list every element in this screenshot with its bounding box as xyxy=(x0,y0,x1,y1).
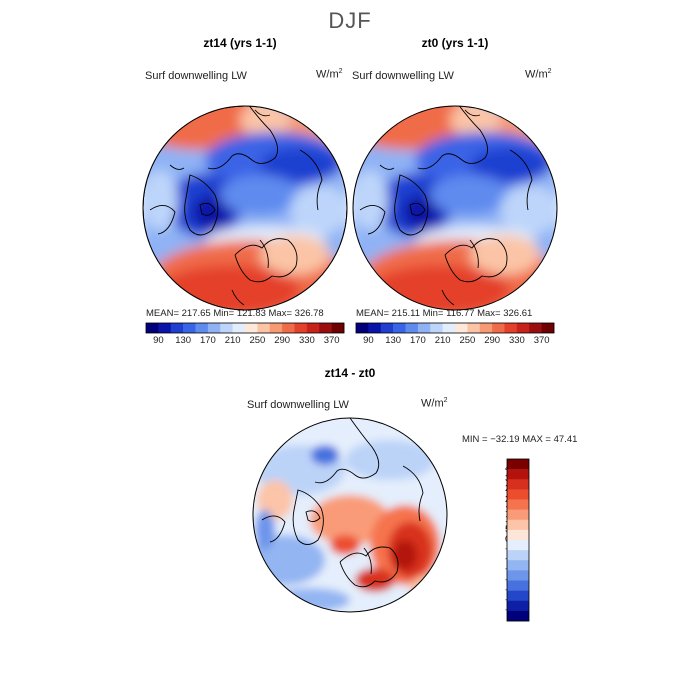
colorbar-swatch xyxy=(183,323,196,333)
diff-colorbar xyxy=(506,458,530,622)
panel-2-map xyxy=(353,106,557,310)
colorbar-swatch xyxy=(368,323,382,333)
diff-colorbar-swatch xyxy=(507,469,529,480)
colorbar-swatch xyxy=(356,323,369,333)
colorbar-swatch xyxy=(467,323,481,333)
colorbar-swatch xyxy=(541,323,555,333)
colorbar-swatch xyxy=(455,323,468,333)
panel-2-map-outline xyxy=(352,105,558,311)
colorbar-swatch xyxy=(393,323,406,333)
diff-colorbar-swatch xyxy=(507,560,529,571)
diff-colorbar-swatch xyxy=(507,479,529,490)
colorbar-swatch xyxy=(269,323,283,333)
colorbar-swatch xyxy=(319,323,332,333)
colorbar-swatch xyxy=(529,323,542,333)
diff-colorbar-swatch xyxy=(507,580,529,591)
colorbar-swatch xyxy=(516,323,530,333)
colorbar-swatch xyxy=(158,323,172,333)
panel-1-map xyxy=(143,106,347,310)
panel-1-title: zt14 (yrs 1-1) xyxy=(203,36,277,50)
diff-panel-title: zt14 - zt0 xyxy=(324,366,376,380)
diff-panel-units: W/m2 xyxy=(421,397,448,410)
colorbar-tick-label: 210 xyxy=(224,335,241,346)
diff-colorbar-swatch xyxy=(507,459,529,470)
colorbar-2 xyxy=(355,322,555,334)
colorbar-swatch xyxy=(294,323,308,333)
diff-colorbar-swatch xyxy=(507,489,529,500)
colorbar-swatch xyxy=(257,323,271,333)
colorbar-tick-label: 210 xyxy=(434,335,451,346)
colorbar-swatch xyxy=(306,323,320,333)
colorbar-tick-label: 330 xyxy=(298,335,315,346)
colorbar-swatch xyxy=(232,323,246,333)
colorbar-swatch xyxy=(195,323,209,333)
diff-map xyxy=(253,418,447,612)
colorbar-tick-label: 130 xyxy=(175,335,192,346)
colorbar-tick-label: 250 xyxy=(459,335,476,346)
colorbar-swatch xyxy=(170,323,184,333)
colorbar-swatch xyxy=(331,323,345,333)
colorbar-swatch xyxy=(207,323,221,333)
colorbar-swatch xyxy=(405,323,419,333)
diff-colorbar-swatch xyxy=(507,509,529,521)
colorbar-tick-label: 170 xyxy=(409,335,426,346)
colorbar-swatch xyxy=(245,323,258,333)
colorbar-swatch xyxy=(220,323,233,333)
panel-2-stats: MEAN= 215.11 Min= 116.77 Max= 326.61 xyxy=(356,308,533,319)
colorbar-swatch xyxy=(380,323,394,333)
panel-1-units: W/m2 xyxy=(316,68,343,81)
diff-colorbar-swatch xyxy=(507,519,529,531)
diff-minmax-label: MIN = −32.19 MAX = 47.41 xyxy=(462,434,578,445)
diff-colorbar-swatch xyxy=(507,550,529,561)
diff-map-outline xyxy=(252,417,448,613)
colorbar-tick-label: 130 xyxy=(385,335,402,346)
colorbar-swatch xyxy=(282,323,295,333)
diff-colorbar-swatch xyxy=(507,499,529,510)
colorbar-swatch xyxy=(417,323,431,333)
panel-2-variable-label: Surf downwelling LW xyxy=(352,70,454,82)
colorbar-1 xyxy=(145,322,345,334)
diff-colorbar-swatch xyxy=(507,570,529,581)
panel-2-units: W/m2 xyxy=(525,68,552,81)
diff-colorbar-swatch xyxy=(507,610,529,622)
colorbar-tick-label: 290 xyxy=(274,335,291,346)
diff-colorbar-swatch xyxy=(507,529,529,541)
colorbar-tick-label: 250 xyxy=(249,335,266,346)
colorbar-swatch xyxy=(504,323,518,333)
figure-title: DJF xyxy=(328,8,372,33)
colorbar-swatch xyxy=(492,323,505,333)
panel-2-title: zt0 (yrs 1-1) xyxy=(421,36,489,50)
colorbar-swatch xyxy=(146,323,159,333)
diff-colorbar-swatch xyxy=(507,590,529,602)
colorbar-tick-label: 330 xyxy=(508,335,525,346)
diff-panel-variable-label: Surf downwelling LW xyxy=(247,399,349,411)
diff-colorbar-swatch xyxy=(507,540,529,551)
colorbar-swatch xyxy=(442,323,456,333)
panel-1-map-outline xyxy=(142,105,348,311)
colorbar-tick-label: 290 xyxy=(484,335,501,346)
colorbar-tick-label: 90 xyxy=(363,335,374,346)
colorbar-tick-label: 170 xyxy=(199,335,216,346)
colorbar-tick-label: 90 xyxy=(153,335,164,346)
panel-1-variable-label: Surf downwelling LW xyxy=(145,70,247,82)
colorbar-tick-label: 370 xyxy=(533,335,550,346)
colorbar-swatch xyxy=(479,323,493,333)
panel-1-stats: MEAN= 217.65 Min= 121.83 Max= 326.78 xyxy=(146,308,324,319)
colorbar-tick-label: 370 xyxy=(323,335,340,346)
diff-colorbar-swatch xyxy=(507,600,529,612)
colorbar-swatch xyxy=(430,323,443,333)
